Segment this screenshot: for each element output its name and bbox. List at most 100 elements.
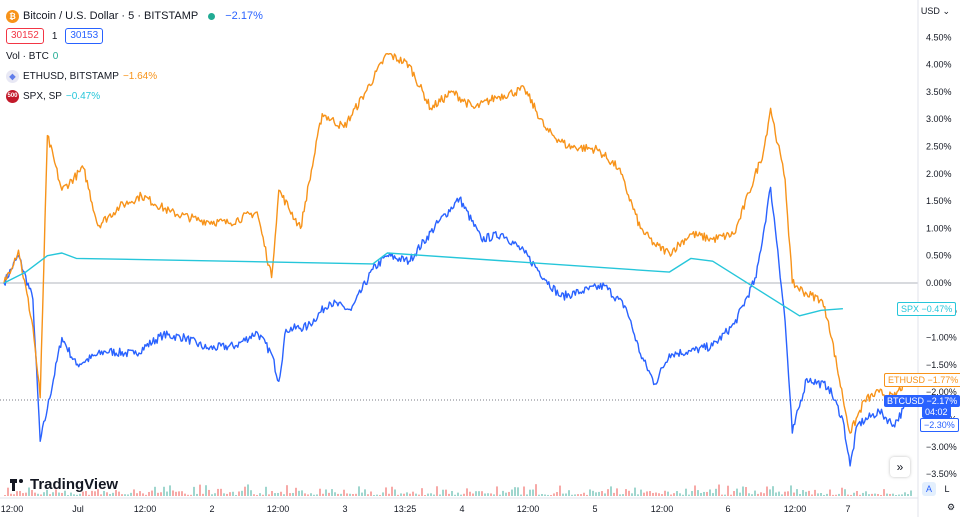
volume-bar <box>40 494 42 496</box>
volume-bar <box>487 493 489 496</box>
series-line-spx[interactable] <box>3 252 843 317</box>
bar-countdown: 04:02 <box>922 406 951 418</box>
volume-bar <box>736 488 738 496</box>
volume-bar <box>670 494 672 496</box>
volume-bar <box>139 491 141 496</box>
volume-bar <box>811 494 813 496</box>
volume-bar <box>853 492 855 496</box>
time-axis[interactable]: 12:00 Jul 12:00 2 12:00 3 13:25 4 12:00 5 12:00 6 12… <box>1 504 851 514</box>
settings-button[interactable]: ⚙ <box>944 500 958 514</box>
volume-bar <box>844 489 846 496</box>
volume-bar <box>460 494 462 496</box>
volume-bar <box>457 492 459 496</box>
price-tick-label: 4.00% <box>926 60 952 70</box>
volume-bar <box>319 488 321 496</box>
volume-bar <box>568 490 570 496</box>
price-tick-label: 2.00% <box>926 169 952 179</box>
volume-bar <box>775 492 777 496</box>
volume-bar <box>661 494 663 496</box>
volume-bar <box>655 492 657 496</box>
volume-bar <box>838 493 840 496</box>
currency-selector[interactable]: USD ⌄ <box>921 6 950 17</box>
low-price-tag: −2.30% <box>920 418 959 432</box>
price-tick-label: −3.00% <box>926 442 957 452</box>
volume-bar <box>448 493 450 496</box>
volume-bar <box>181 491 183 496</box>
volume-bar <box>778 491 780 496</box>
time-tick-label: 2 <box>209 504 214 514</box>
volume-bar <box>190 494 192 496</box>
log-scale-button[interactable]: L <box>940 482 954 496</box>
main-symbol-row[interactable]: ₿ Bitcoin / U.S. Dollar · 5 · BITSTAMP −… <box>6 6 263 26</box>
volume-bar <box>610 486 612 496</box>
volume-bar <box>133 489 135 496</box>
series-line-btcusd[interactable] <box>3 186 909 467</box>
volume-bar <box>46 489 48 496</box>
volume-value: 0 <box>52 50 59 62</box>
time-tick-label: 7 <box>845 504 850 514</box>
volume-bar <box>886 493 888 496</box>
volume-bar <box>823 494 825 496</box>
volume-row[interactable]: Vol · BTC 0 <box>6 46 263 66</box>
volume-bar <box>10 493 12 496</box>
compare-row-spx[interactable]: 500 SPX, SP −0.47% <box>6 86 263 106</box>
volume-bar <box>757 493 759 496</box>
currency-label: USD <box>920 6 940 16</box>
volume-bar <box>232 491 234 496</box>
price-tick-label: 3.00% <box>926 114 952 124</box>
volume-bar <box>223 493 225 496</box>
auto-scale-button[interactable]: A <box>922 482 936 496</box>
volume-bar <box>808 490 810 496</box>
volume-bar <box>508 491 510 496</box>
volume-bar <box>526 494 528 496</box>
volume-bar <box>634 487 636 496</box>
symbol-title[interactable]: Bitcoin / U.S. Dollar · 5 · BITSTAMP <box>23 9 199 22</box>
volume-bar <box>43 492 45 496</box>
volume-bar <box>541 494 543 496</box>
volume-bar <box>262 494 264 496</box>
price-tick-label: 0.50% <box>926 251 952 261</box>
volume-bar <box>7 487 9 496</box>
volume-bar <box>721 494 723 496</box>
volume-bar <box>385 487 387 496</box>
volume-bar <box>109 494 111 496</box>
volume-bar <box>880 494 882 496</box>
volume-bar <box>688 494 690 496</box>
volume-bar <box>679 493 681 496</box>
volume-bar <box>400 493 402 496</box>
price-tick-label: 4.50% <box>926 32 952 42</box>
volume-bar <box>472 493 474 496</box>
ask-price[interactable]: 30153 <box>65 28 104 44</box>
volume-bar <box>550 494 552 496</box>
volume-bar <box>94 491 96 496</box>
volume-bar <box>700 492 702 496</box>
volume-bar <box>703 491 705 496</box>
scroll-to-realtime-button[interactable]: » <box>890 457 910 477</box>
price-axis[interactable]: 4.50% 4.00% 3.50% 3.00% 2.50% 2.00% 1.50% 1.00%… <box>926 32 957 479</box>
volume-bar <box>445 489 447 496</box>
volume-bar <box>466 488 468 496</box>
series-line-ethusd[interactable] <box>3 53 909 434</box>
bid-ask-row: 30152 1 30153 <box>6 26 263 46</box>
volume-bar <box>130 492 132 496</box>
volume-bar <box>715 488 717 496</box>
volume-bar <box>652 492 654 496</box>
double-chevron-right-icon: » <box>896 460 904 474</box>
volume-bar <box>598 491 600 496</box>
tradingview-logo[interactable]: TradingView <box>10 476 118 493</box>
volume-bar <box>244 486 246 496</box>
volume-bar <box>463 493 465 496</box>
volume-bar <box>295 487 297 496</box>
volume-bar <box>883 489 885 496</box>
volume-bar <box>235 494 237 496</box>
volume-bar <box>829 489 831 496</box>
compare-row-eth[interactable]: ◆ ETHUSD, BITSTAMP −1.64% <box>6 66 263 86</box>
volume-bar <box>523 486 525 496</box>
ethereum-icon: ◆ <box>6 69 19 83</box>
time-tick-label: 12:00 <box>134 504 157 514</box>
volume-bar <box>601 491 603 496</box>
bid-price[interactable]: 30152 <box>6 28 44 44</box>
volume-bar <box>256 494 258 496</box>
volume-bar <box>391 486 393 496</box>
